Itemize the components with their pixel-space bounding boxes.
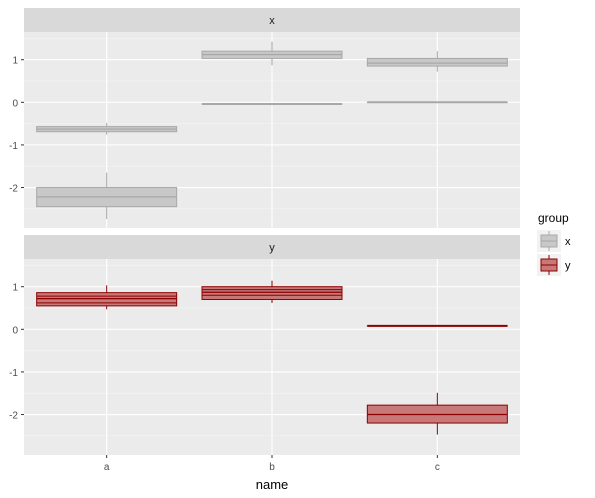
y-tick-label: 1: [12, 283, 18, 294]
box-body: [366, 57, 508, 67]
box-body: [201, 286, 343, 300]
box-b-x: [201, 41, 343, 66]
box-a-x: [36, 172, 178, 220]
y-tick-label: -1: [9, 141, 18, 152]
y-tick-label: -1: [9, 368, 18, 379]
box-c-x: [366, 51, 508, 72]
y-tick-label: -2: [9, 411, 18, 422]
x-axis-title: name: [256, 477, 289, 492]
legend-key-y: y: [537, 254, 571, 276]
y-tick-label: 0: [12, 98, 18, 109]
y-tick-label: 0: [12, 325, 18, 336]
facet-panel-x: x -2 -1 0 1: [9, 8, 520, 228]
legend-label: y: [565, 260, 571, 272]
facet-strip: [24, 8, 520, 32]
facet-strip-label: y: [269, 242, 275, 254]
x-tick-label: a: [104, 462, 110, 473]
x-tick-label: c: [435, 462, 440, 473]
legend-label: x: [565, 236, 571, 248]
legend-title: group: [538, 211, 569, 225]
y-tick-label: -2: [9, 184, 18, 195]
box-a-x: [36, 122, 178, 135]
box-c-y: [366, 392, 508, 435]
x-tick-label: b: [269, 462, 275, 473]
legend-key-x: x: [537, 230, 571, 252]
y-tick-label: 1: [12, 56, 18, 67]
legend: group xy: [537, 211, 571, 276]
facet-panel-y: y -2 -1 0 1 a b c: [9, 235, 520, 473]
facet-strip: [24, 235, 520, 259]
panels-layer: x -2 -1 0 1 y -2 -1 0 1 a b c: [9, 8, 520, 473]
facet-strip-label: x: [269, 15, 275, 27]
